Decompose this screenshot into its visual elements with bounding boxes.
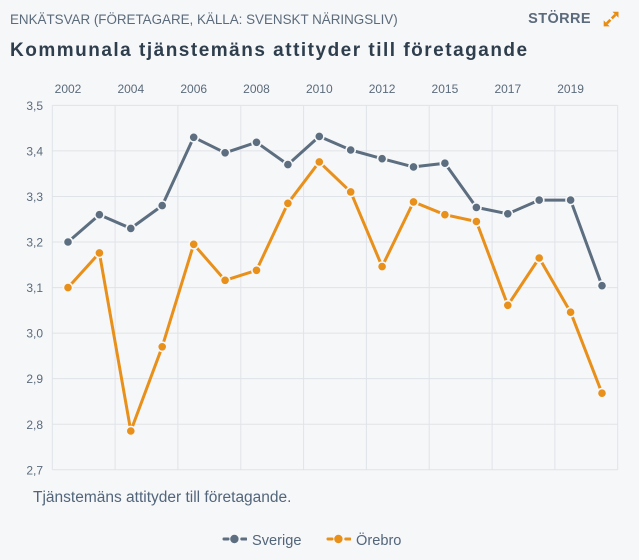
svg-text:3,2: 3,2 [26,236,43,250]
svg-text:2010: 2010 [306,82,333,96]
svg-text:2012: 2012 [369,82,396,96]
svg-text:3,1: 3,1 [26,281,43,295]
svg-text:2,7: 2,7 [26,463,43,477]
svg-text:3,4: 3,4 [26,145,43,159]
svg-text:2,9: 2,9 [26,372,43,386]
svg-text:2008: 2008 [243,82,270,96]
svg-text:2015: 2015 [432,82,459,96]
svg-text:2002: 2002 [55,82,82,96]
svg-text:2019: 2019 [557,82,584,96]
svg-text:2004: 2004 [117,82,144,96]
svg-text:2,8: 2,8 [26,418,43,432]
svg-text:3,3: 3,3 [26,190,43,204]
svg-text:2017: 2017 [494,82,521,96]
svg-text:3,0: 3,0 [26,327,43,341]
svg-text:3,5: 3,5 [26,99,43,113]
svg-text:2006: 2006 [180,82,207,96]
